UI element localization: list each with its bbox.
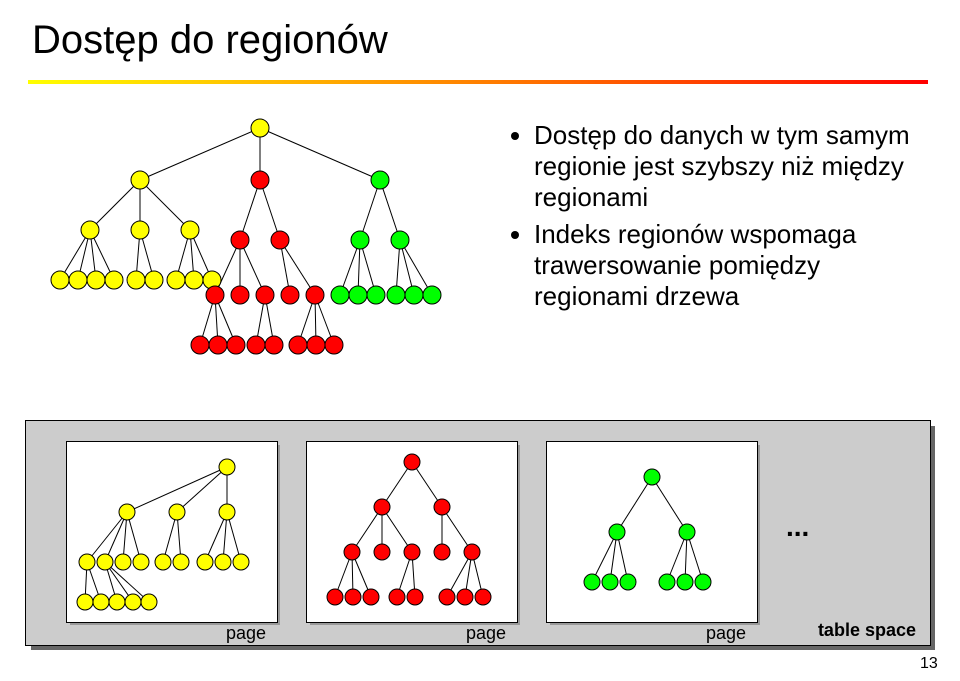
page-number: 13 [920, 655, 938, 673]
ellipsis: ... [786, 511, 809, 543]
page-label: page [226, 623, 266, 644]
title-underline [28, 80, 928, 84]
slide-title: Dostęp do regionów [32, 18, 388, 63]
tablespace-diagram: page page page... table space [25, 420, 935, 650]
main-tree-diagram [40, 110, 480, 400]
bullet-item: Dostęp do danych w tym samym regionie je… [534, 120, 930, 213]
page-box [546, 441, 758, 623]
tablespace-label: table space [818, 620, 916, 641]
page-label: page [466, 623, 506, 644]
bullet-list: Dostęp do danych w tym samym regionie je… [510, 120, 930, 318]
bullet-item: Indeks regionów wspomaga trawersowanie p… [534, 219, 930, 312]
page-box [66, 441, 278, 623]
page-box [306, 441, 518, 623]
page-label: page [706, 623, 746, 644]
